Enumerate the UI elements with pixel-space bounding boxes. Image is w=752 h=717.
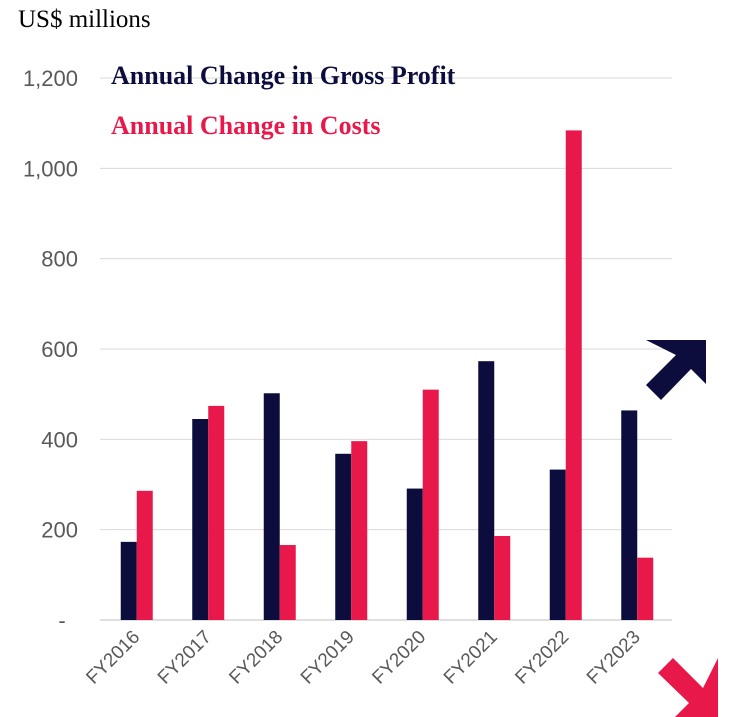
bar-costs-fy2023 (637, 557, 654, 620)
bar-costs-fy2020 (422, 389, 439, 620)
bar-gross-profit-fy2020 (406, 488, 423, 620)
y-tick-label: 200 (41, 518, 78, 543)
x-tick-label-fy2016: FY2016 (82, 627, 144, 689)
bar-gross-profit-fy2023 (621, 410, 638, 620)
y-tick-label: 400 (41, 427, 78, 452)
bar-costs-fy2018 (279, 545, 296, 620)
bar-costs-fy2022 (565, 130, 582, 621)
x-tick-label-fy2021: FY2021 (440, 627, 502, 689)
y-tick-label: 600 (41, 337, 78, 362)
unit-label: US$ millions (18, 6, 151, 33)
legend-entry-costs: Annual Change in Costs (111, 111, 380, 140)
x-tick-label-fy2023: FY2023 (583, 627, 645, 689)
bar-gross-profit-fy2019 (335, 453, 352, 620)
y-tick-label: 1,000 (23, 156, 78, 181)
bar-gross-profit-fy2017 (192, 419, 209, 620)
bar-gross-profit-fy2018 (263, 393, 280, 620)
x-axis-ticks: FY2016 FY2017 FY2018 FY2019 FY2020 FY2021 FY20… (82, 627, 644, 689)
y-axis-ticks: - 200 400 600 800 1,000 1,200 (23, 66, 78, 633)
bar-gross-profit-fy2022 (549, 469, 566, 620)
bars (120, 130, 654, 621)
gridlines (100, 77, 672, 621)
legend-entry-gross-profit: Annual Change in Gross Profit (111, 61, 456, 90)
bar-costs-fy2016 (136, 490, 153, 620)
x-tick-label-fy2020: FY2020 (368, 627, 430, 689)
x-tick-label-fy2019: FY2019 (297, 627, 359, 689)
y-tick-label: - (58, 608, 65, 633)
bar-costs-fy2021 (494, 535, 511, 620)
x-tick-label-fy2017: FY2017 (154, 627, 216, 689)
bar-costs-fy2019 (351, 441, 368, 620)
arrow-down-right-icon (658, 658, 718, 717)
x-tick-label-fy2018: FY2018 (225, 627, 287, 689)
bar-gross-profit-fy2016 (120, 541, 137, 620)
y-tick-label: 800 (41, 247, 78, 272)
y-tick-label: 1,200 (23, 66, 78, 91)
arrow-up-right-icon (646, 340, 706, 400)
x-tick-label-fy2022: FY2022 (511, 627, 573, 689)
legend: Annual Change in Gross Profit Annual Cha… (111, 61, 456, 140)
bar-gross-profit-fy2021 (478, 361, 495, 620)
bar-costs-fy2017 (208, 405, 225, 620)
